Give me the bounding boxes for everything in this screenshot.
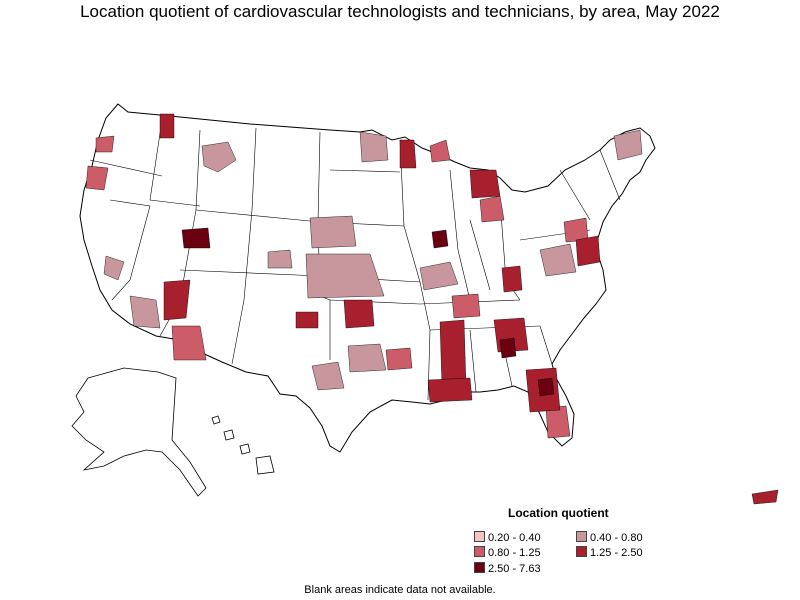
area-shaded bbox=[163, 279, 191, 321]
legend-swatch bbox=[474, 546, 485, 557]
area-shaded bbox=[267, 249, 293, 269]
area-shaded bbox=[85, 165, 109, 191]
area-shaded bbox=[159, 113, 175, 139]
area-shaded bbox=[751, 489, 779, 505]
area-shaded bbox=[311, 361, 345, 391]
legend-item-2-50-7-63: 2.50 - 7.63 bbox=[474, 562, 541, 575]
area-shaded bbox=[451, 293, 481, 319]
legend-label: 0.40 - 0.80 bbox=[590, 532, 643, 544]
legend-item-0-40-0-80: 0.40 - 0.80 bbox=[576, 531, 643, 544]
alaska-outline bbox=[71, 367, 207, 497]
legend-title: Location quotient bbox=[508, 506, 609, 520]
legend-item-0-20-0-40: 0.20 - 0.40 bbox=[474, 531, 541, 544]
area-shaded bbox=[305, 253, 385, 299]
area-shaded bbox=[499, 337, 517, 359]
area-shaded bbox=[431, 229, 449, 249]
area-shaded bbox=[575, 235, 601, 267]
area-shaded bbox=[439, 319, 467, 389]
legend-label: 0.80 - 1.25 bbox=[488, 547, 541, 559]
hawaii-islands bbox=[211, 415, 275, 475]
legend-item-0-80-1-25: 0.80 - 1.25 bbox=[474, 546, 541, 559]
area-shading bbox=[85, 113, 779, 505]
area-shaded bbox=[429, 139, 451, 163]
legend-swatch bbox=[474, 562, 485, 573]
area-shaded bbox=[359, 131, 389, 163]
area-shaded bbox=[295, 311, 319, 329]
area-shaded bbox=[613, 129, 643, 161]
area-shaded bbox=[129, 295, 161, 329]
area-shaded bbox=[479, 195, 505, 223]
legend-swatch bbox=[576, 531, 587, 542]
footnote: Blank areas indicate data not available. bbox=[304, 584, 496, 596]
area-shaded bbox=[103, 255, 125, 281]
legend-swatch bbox=[474, 531, 485, 542]
area-shaded bbox=[171, 325, 207, 361]
area-shaded bbox=[95, 135, 115, 153]
legend-item-1-25-2-50: 1.25 - 2.50 bbox=[576, 546, 643, 559]
area-shaded bbox=[469, 169, 501, 199]
legend-label: 0.20 - 0.40 bbox=[488, 532, 541, 544]
area-shaded bbox=[427, 377, 473, 403]
area-shaded bbox=[347, 343, 387, 373]
area-shaded bbox=[385, 347, 413, 371]
area-shaded bbox=[309, 215, 357, 249]
area-shaded bbox=[539, 243, 577, 277]
area-shaded bbox=[501, 265, 523, 293]
map-title: Location quotient of cardiovascular tech… bbox=[80, 2, 720, 21]
area-shaded bbox=[537, 377, 555, 397]
legend-label: 1.25 - 2.50 bbox=[590, 547, 643, 559]
legend-swatch bbox=[576, 546, 587, 557]
area-shaded bbox=[181, 227, 211, 249]
area-shaded bbox=[399, 139, 417, 169]
area-shaded bbox=[343, 299, 375, 329]
area-shaded bbox=[419, 261, 459, 291]
area-shaded bbox=[201, 141, 237, 173]
legend-label: 2.50 - 7.63 bbox=[488, 563, 541, 575]
